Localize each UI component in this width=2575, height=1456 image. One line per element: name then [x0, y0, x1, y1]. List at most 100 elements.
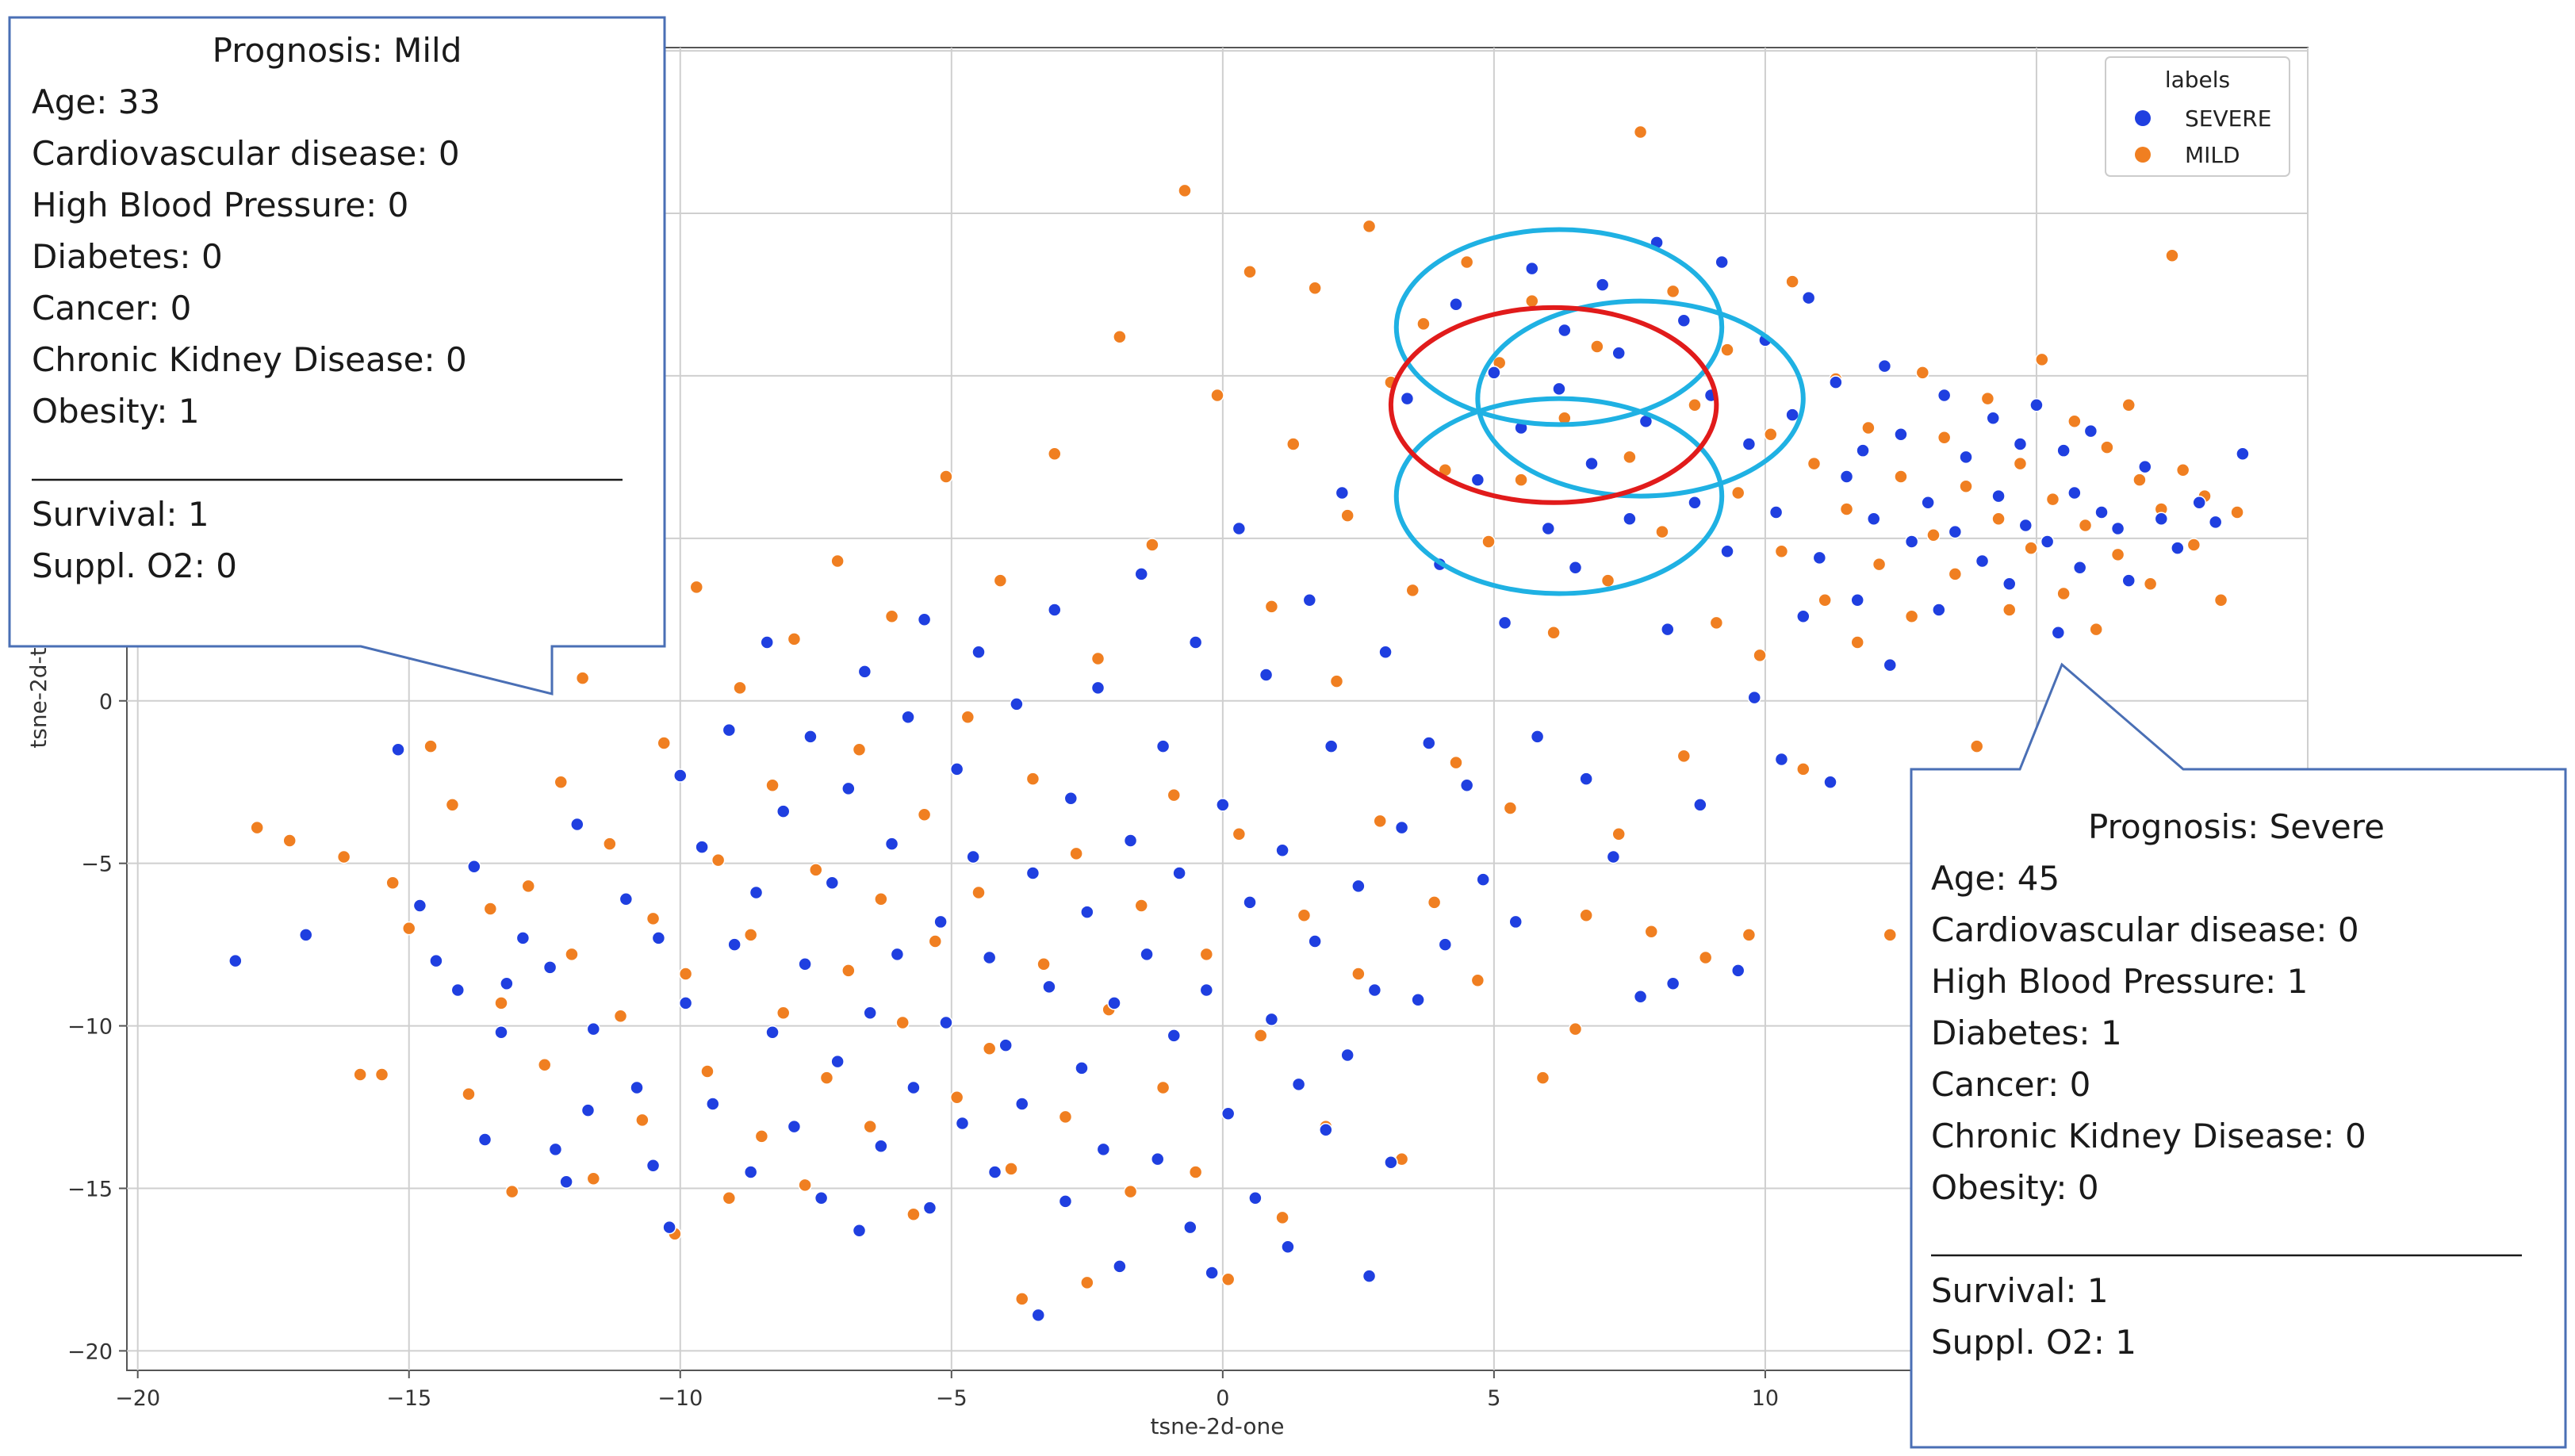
- callout-mild-line: Chronic Kidney Disease: 0: [32, 340, 467, 379]
- callout-mild-line: High Blood Pressure: 0: [32, 186, 408, 224]
- point-severe: [1715, 255, 1729, 270]
- point-mild: [1113, 329, 1127, 344]
- point-mild: [863, 1119, 877, 1134]
- point-severe: [1796, 609, 1811, 623]
- legend-marker-severe: [2135, 110, 2151, 126]
- point-severe: [2236, 446, 2250, 462]
- point-mild: [1340, 508, 1355, 523]
- point-severe: [542, 960, 558, 975]
- point-severe: [619, 891, 634, 906]
- point-mild: [1232, 827, 1247, 841]
- point-severe: [2051, 625, 2066, 640]
- point-mild: [1199, 947, 1214, 962]
- point-severe: [1459, 778, 1474, 793]
- point-mild: [282, 833, 297, 848]
- point-mild: [1362, 219, 1377, 234]
- point-mild: [2013, 456, 2028, 471]
- point-severe: [1090, 680, 1105, 695]
- point-mild: [765, 778, 780, 793]
- point-severe: [1894, 427, 1908, 442]
- point-mild: [1839, 502, 1854, 516]
- point-severe: [2072, 560, 2087, 575]
- point-severe: [2013, 437, 2028, 451]
- point-severe: [1986, 411, 2000, 425]
- point-severe: [1172, 866, 1186, 880]
- point-severe: [1134, 567, 1148, 581]
- point-severe: [830, 1054, 845, 1069]
- point-mild: [1742, 928, 1757, 942]
- point-mild: [1796, 762, 1811, 776]
- x-tick-label: 5: [1487, 1386, 1500, 1411]
- point-severe: [2018, 518, 2033, 533]
- point-severe: [2094, 505, 2109, 519]
- point-mild: [1134, 899, 1148, 913]
- callout-severe-line: Chronic Kidney Disease: 0: [1931, 1117, 2366, 1155]
- point-mild: [1904, 609, 1919, 623]
- callout-mild-footer: Survival: 1: [32, 495, 209, 534]
- point-severe: [1048, 603, 1062, 617]
- point-severe: [2121, 573, 2136, 588]
- point-mild: [1145, 538, 1159, 552]
- point-mild: [2230, 505, 2244, 519]
- point-mild: [1275, 1210, 1289, 1225]
- point-severe: [987, 1165, 1002, 1179]
- callout-mild-line: Cancer: 0: [32, 289, 191, 328]
- point-severe: [1497, 615, 1512, 630]
- point-mild: [2035, 352, 2049, 367]
- point-mild: [1579, 908, 1593, 922]
- point-mild: [462, 1086, 476, 1102]
- point-mild: [1709, 615, 1724, 630]
- point-severe: [1140, 947, 1154, 962]
- point-mild: [1037, 956, 1051, 971]
- point-mild: [1980, 391, 1995, 406]
- point-severe: [630, 1080, 644, 1095]
- point-severe: [1720, 544, 1734, 558]
- point-mild: [1785, 274, 1799, 289]
- point-severe: [1676, 313, 1692, 328]
- point-severe: [2083, 423, 2098, 439]
- point-severe: [695, 840, 709, 854]
- callout-severe-box: [1910, 662, 2567, 1449]
- point-mild: [1644, 924, 1659, 939]
- point-mild: [819, 1071, 834, 1085]
- point-mild: [1655, 524, 1669, 539]
- point-severe: [939, 1015, 953, 1030]
- point-mild: [385, 876, 400, 891]
- axis-ticks: −20 −15 −10 −5 0 5 10 −20 −15 −10 −5 0: [67, 690, 1779, 1411]
- point-severe: [1633, 989, 1648, 1004]
- point-severe: [651, 931, 666, 945]
- point-mild: [1449, 755, 1463, 770]
- point-mild: [374, 1067, 389, 1082]
- point-mild: [353, 1067, 367, 1082]
- point-severe: [1747, 690, 1761, 705]
- point-mild: [554, 775, 569, 789]
- point-mild: [1676, 749, 1692, 764]
- point-mild: [1915, 366, 1930, 380]
- point-severe: [1904, 535, 1919, 549]
- point-severe: [1558, 323, 1572, 338]
- point-mild: [250, 820, 264, 835]
- point-mild: [1753, 648, 1767, 663]
- point-mild: [401, 921, 416, 936]
- point-severe: [743, 1165, 758, 1179]
- point-mild: [1623, 450, 1637, 465]
- point-severe: [1014, 1097, 1029, 1111]
- point-severe: [1080, 905, 1094, 919]
- legend: labels SEVERE MILD: [2105, 56, 2290, 177]
- point-severe: [890, 947, 905, 962]
- point-severe: [2171, 541, 2185, 555]
- point-severe: [1155, 739, 1171, 753]
- point-severe: [1487, 366, 1501, 380]
- point-severe: [1530, 730, 1545, 744]
- point-severe: [678, 996, 693, 1010]
- point-mild: [1633, 125, 1648, 140]
- highlight-circle-cyan: [1393, 396, 1725, 596]
- point-severe: [998, 1038, 1013, 1052]
- callout-severe-line: Cancer: 0: [1931, 1065, 2090, 1104]
- legend-label-mild: MILD: [2185, 142, 2240, 168]
- point-severe: [1384, 1155, 1398, 1170]
- point-severe: [852, 1224, 867, 1238]
- point-severe: [857, 665, 872, 679]
- point-severe: [1606, 849, 1621, 864]
- x-tick-label: −5: [936, 1386, 968, 1411]
